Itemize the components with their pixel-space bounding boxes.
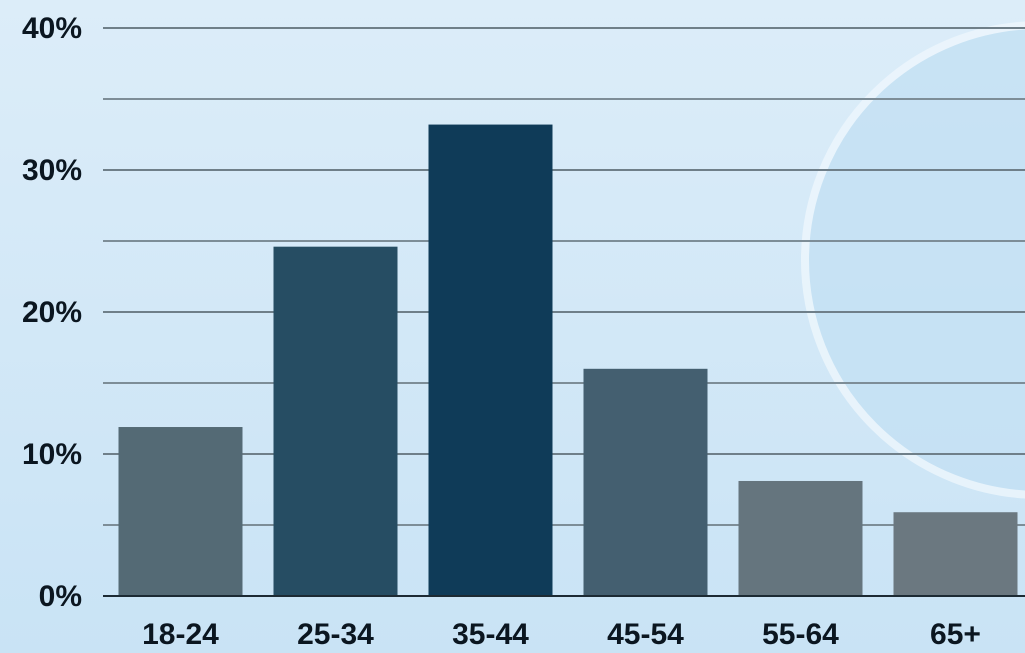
y-tick-label: 0%: [39, 580, 82, 613]
bar: [893, 512, 1018, 596]
x-tick-label: 45-54: [607, 618, 684, 651]
y-tick-label: 20%: [22, 296, 82, 329]
y-tick-label: 10%: [22, 438, 82, 471]
x-tick-label: 18-24: [142, 618, 219, 651]
x-tick-label: 55-64: [762, 618, 839, 651]
y-tick-label: 30%: [22, 154, 82, 187]
bar: [583, 368, 708, 596]
bar: [118, 427, 243, 596]
bar: [738, 480, 863, 596]
bar: [273, 246, 398, 596]
y-tick-label: 40%: [22, 12, 82, 45]
x-tick-label: 25-34: [297, 618, 374, 651]
bar: [428, 124, 553, 596]
x-tick-label: 35-44: [452, 618, 529, 651]
decoration: [801, 21, 1025, 499]
x-tick-label: 65+: [930, 618, 981, 651]
